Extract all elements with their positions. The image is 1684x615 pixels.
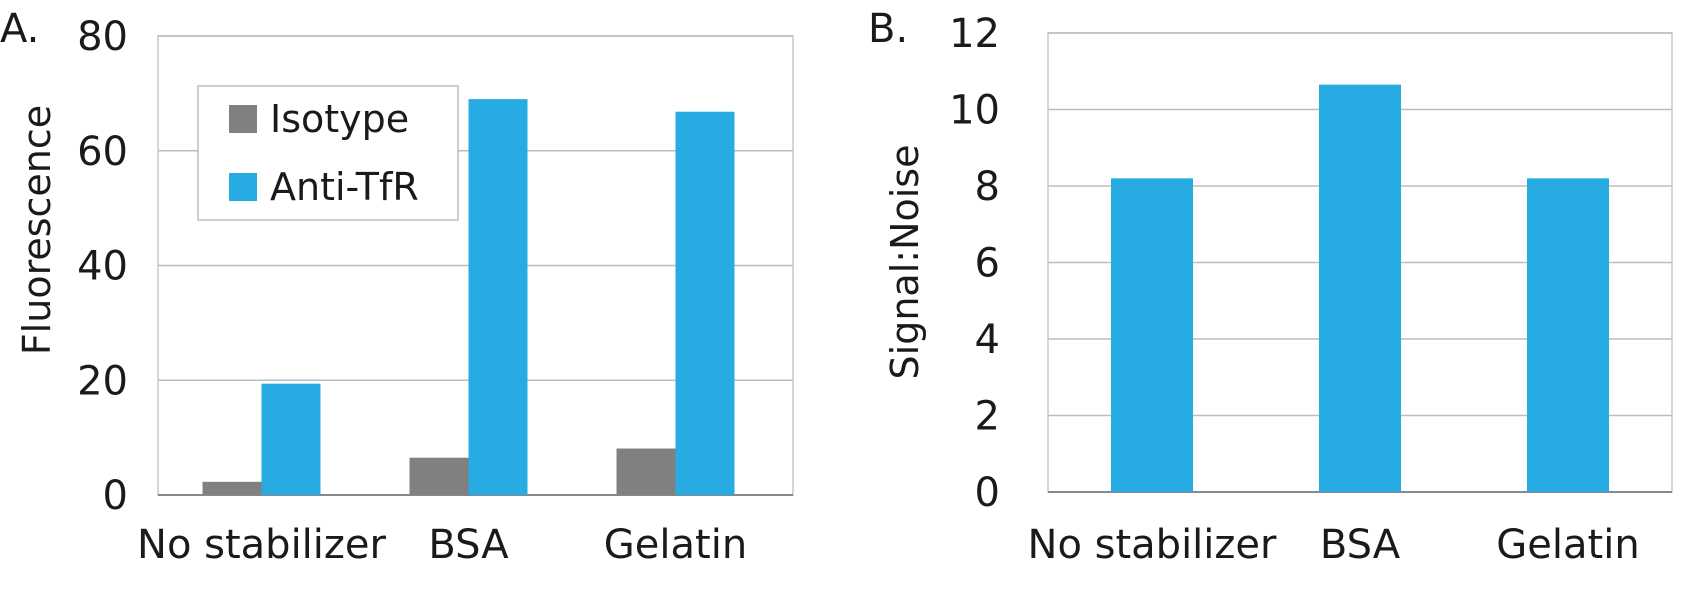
panel-a-y-tick-label: 20	[77, 358, 128, 404]
panel-b-y-tick-label: 6	[975, 241, 1000, 287]
panel-b-x-tick-labels: No stabilizer BSA Gelatin	[1028, 522, 1640, 568]
panel-b-y-tick-label: 8	[975, 164, 1000, 210]
panel-a-bar-isotype	[616, 448, 676, 495]
panel-b-y-tick-label: 4	[975, 317, 1000, 363]
panel-b-x-tick-label: BSA	[1320, 522, 1401, 568]
panel-a-bar-isotype	[202, 481, 262, 495]
panel-a-x-tick-label: Gelatin	[604, 522, 747, 568]
panel-a-y-tick-label: 0	[103, 473, 128, 519]
panel-b-bar-series	[1527, 178, 1609, 492]
panel-a-legend: Isotype Anti-TfR	[197, 85, 459, 221]
panel-b-label: B.	[868, 6, 908, 52]
panel-a-chart: A. Fluorescence 0 20 40 60 80 No stabilizer B…	[0, 6, 794, 568]
panel-a-bar-anti-tfr	[468, 99, 528, 496]
panel-a-x-tick-label: No stabilizer	[137, 522, 386, 568]
panel-a-label: A.	[0, 6, 39, 52]
panel-b-y-tick-label: 0	[975, 470, 1000, 516]
panel-b-chart: B. Signal:Noise 0 2 4 6 8 10 12 No stabilizer B…	[868, 6, 1673, 568]
panel-a-bars	[202, 99, 735, 496]
panel-b-bars	[1111, 84, 1609, 492]
panel-a-y-tick-label: 60	[77, 129, 128, 175]
legend-label-anti-tfr: Anti-TfR	[270, 165, 419, 209]
legend-swatch-isotype	[229, 105, 257, 133]
panel-b-y-tick-label: 2	[975, 394, 1000, 440]
panel-b-y-tick-label: 10	[949, 88, 1000, 134]
panel-a-x-tick-label: BSA	[428, 522, 509, 568]
legend-label-isotype: Isotype	[270, 97, 409, 141]
panel-b-y-tick-labels: 0 2 4 6 8 10 12	[949, 11, 1000, 516]
panel-a-y-axis-label: Fluorescence	[15, 105, 59, 355]
legend-swatch-anti-tfr	[229, 173, 257, 201]
panel-b-bar-series	[1111, 178, 1193, 492]
panel-a-bar-isotype	[409, 457, 469, 495]
panel-b-bar-series	[1319, 84, 1401, 492]
panel-b-x-tick-label: No stabilizer	[1028, 522, 1277, 568]
panel-b-x-tick-label: Gelatin	[1496, 522, 1639, 568]
panel-a-bar-anti-tfr	[675, 111, 735, 496]
panel-a-y-tick-label: 40	[77, 244, 128, 290]
panel-a-y-tick-labels: 0 20 40 60 80	[77, 14, 128, 519]
panel-b-y-tick-label: 12	[949, 11, 1000, 57]
panel-a-x-tick-labels: No stabilizer BSA Gelatin	[137, 522, 747, 568]
panel-a-bar-anti-tfr	[261, 383, 321, 495]
panel-b-y-axis-label: Signal:Noise	[883, 145, 927, 380]
panel-a-y-tick-label: 80	[77, 14, 128, 60]
